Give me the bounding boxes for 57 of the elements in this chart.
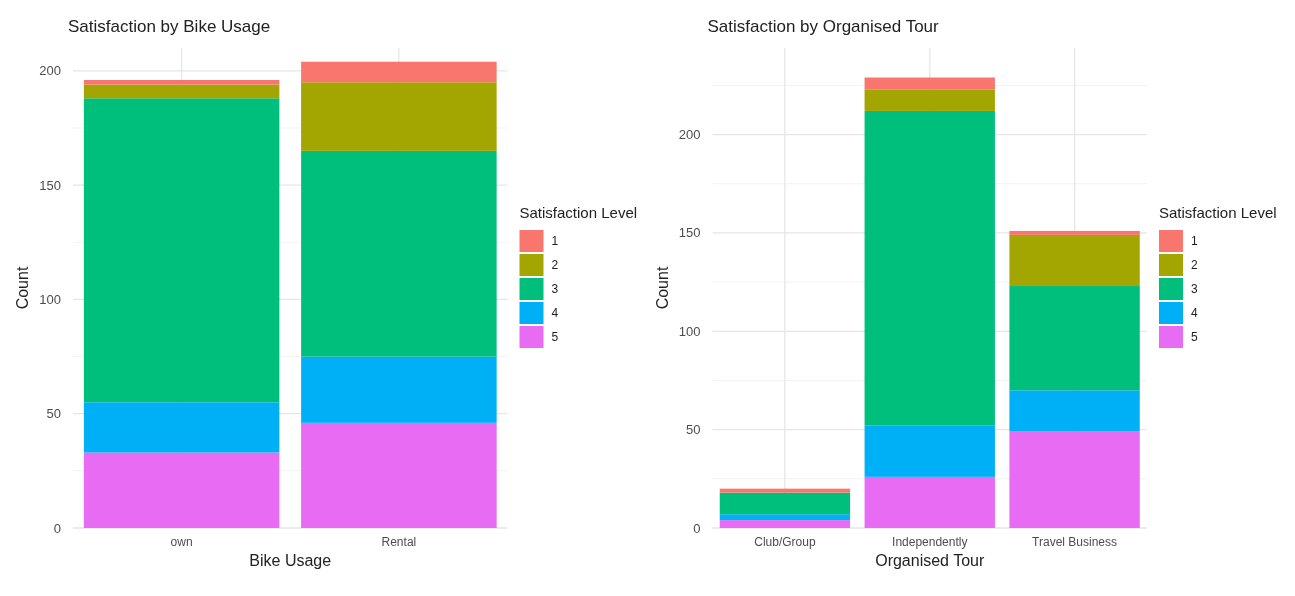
bar	[1009, 390, 1140, 432]
bar	[301, 150, 497, 357]
bar	[719, 514, 851, 521]
y-tick-label: 100	[678, 323, 701, 339]
bar	[301, 61, 497, 83]
y-tick-label: 100	[39, 291, 61, 307]
legend-title: Satisfaction Level	[1159, 204, 1277, 221]
bar	[83, 452, 280, 528]
y-axis-title: Count	[653, 266, 671, 310]
bar	[864, 77, 995, 90]
legend-label: 4	[1191, 306, 1198, 321]
x-tick-label: own	[170, 535, 193, 549]
legend-label: 3	[551, 282, 559, 297]
legend-label: 1	[1191, 234, 1198, 249]
x-tick-label: Rental	[381, 535, 417, 549]
bar	[864, 425, 995, 477]
y-tick-label: 50	[46, 406, 61, 422]
y-tick-label: 50	[686, 422, 701, 438]
legend-label: 5	[1191, 330, 1198, 345]
bar	[864, 89, 995, 111]
legend-label: 1	[551, 234, 559, 249]
bar	[1009, 234, 1140, 287]
legend-label: 2	[1191, 258, 1198, 273]
x-axis-title: Organised Tour	[875, 552, 985, 569]
legend-label: 2	[551, 258, 559, 273]
legend-title: Satisfaction Level	[519, 204, 638, 221]
bar	[1009, 230, 1140, 235]
y-tick-label: 0	[693, 520, 701, 536]
x-tick-label: Club/Group	[754, 535, 816, 549]
x-axis-title: Bike Usage	[249, 552, 332, 569]
y-tick-label: 200	[39, 63, 61, 79]
bar	[719, 488, 851, 493]
y-tick-label: 0	[53, 520, 61, 536]
bar	[301, 356, 497, 423]
bar	[864, 476, 995, 528]
bar	[1009, 431, 1140, 528]
bar	[864, 110, 995, 426]
bar	[83, 84, 280, 99]
y-axis-title: Count	[14, 266, 31, 310]
chart-title: Satisfaction by Organised Tour	[707, 17, 940, 36]
bar	[719, 492, 851, 515]
bar	[83, 402, 280, 453]
bar	[301, 422, 497, 528]
bar	[1009, 286, 1140, 391]
y-tick-label: 200	[678, 127, 701, 143]
bar	[301, 82, 497, 151]
bar	[83, 80, 280, 85]
legend-label: 4	[551, 306, 559, 321]
legend-label: 5	[551, 330, 559, 345]
chart-title: Satisfaction by Bike Usage	[68, 17, 271, 36]
x-tick-label: Independently	[892, 535, 968, 549]
y-tick-label: 150	[39, 177, 61, 193]
y-tick-label: 150	[678, 225, 701, 241]
legend-label: 3	[1191, 282, 1198, 297]
bar	[719, 520, 851, 528]
x-tick-label: Travel Business	[1032, 535, 1118, 549]
bar	[83, 98, 280, 403]
